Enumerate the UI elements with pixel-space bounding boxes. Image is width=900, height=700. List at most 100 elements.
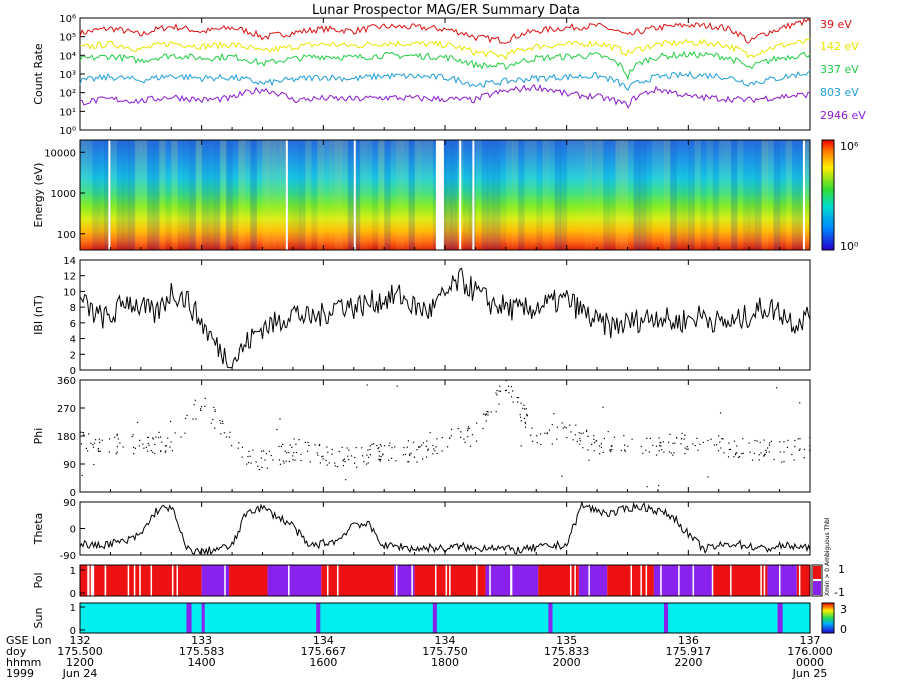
- phi-point: [799, 402, 801, 404]
- phi-point: [776, 387, 778, 389]
- phi-point: [319, 444, 321, 446]
- phi-point: [261, 466, 263, 468]
- phi-point: [720, 447, 722, 449]
- phi-point: [247, 455, 249, 458]
- phi-point: [683, 438, 685, 440]
- energy-spectrogram-column: [299, 140, 306, 250]
- phi-point: [133, 453, 135, 455]
- phi-point: [382, 454, 384, 456]
- phi-point: [551, 443, 553, 445]
- colorbar-top-label: 10⁶: [840, 140, 859, 153]
- phi-point: [546, 433, 548, 435]
- phi-point: [293, 452, 295, 454]
- phi-point: [610, 449, 612, 451]
- x-tick-doy: 175.917: [666, 645, 712, 658]
- phi-point: [760, 452, 762, 454]
- sun-shadow-segment: [201, 603, 205, 633]
- theta-ylabel: Theta: [32, 513, 45, 546]
- phi-point: [221, 420, 224, 422]
- energy-spectrogram-column: [572, 140, 580, 250]
- x-tick-hhmm: 1200: [66, 656, 94, 669]
- phi-point: [587, 435, 589, 437]
- phi-point: [783, 451, 785, 453]
- energy-spectrogram-column: [651, 140, 659, 250]
- theta-line: [79, 500, 811, 556]
- phi-point: [767, 447, 769, 449]
- phi-point: [799, 448, 801, 450]
- phi-point: [142, 443, 144, 445]
- phi-point: [434, 450, 436, 452]
- phi-point: [214, 410, 216, 413]
- polarity-colorbar-label-neg: -1: [834, 586, 845, 599]
- phi-point: [734, 454, 737, 456]
- phi-point: [270, 454, 272, 457]
- energy-spectrogram-column: [518, 140, 525, 250]
- energy-spectrogram-column: [280, 140, 288, 250]
- phi-point: [680, 443, 682, 445]
- phi-point: [93, 464, 95, 466]
- phi-point: [624, 444, 626, 446]
- phi-point: [516, 397, 518, 399]
- phi-point: [540, 433, 542, 435]
- phi-point: [449, 437, 451, 439]
- phi-point: [578, 432, 580, 434]
- energy-spectrogram-column: [250, 140, 257, 250]
- phi-point: [354, 462, 356, 464]
- phi-point: [791, 453, 793, 456]
- phi-point: [765, 449, 767, 451]
- phi-point: [526, 415, 528, 417]
- phi-point: [652, 444, 654, 446]
- phi-point: [300, 459, 302, 462]
- energy-spectrogram-column: [773, 140, 781, 250]
- phi-point: [396, 385, 398, 387]
- phi-point: [674, 442, 676, 444]
- phi-point: [419, 446, 421, 448]
- energy-spectrogram-column: [737, 140, 744, 250]
- phi-point: [427, 449, 429, 451]
- energy-spectrogram-column: [694, 140, 701, 250]
- polarity-gap: [476, 565, 478, 596]
- phi-point: [610, 445, 612, 447]
- phi-point: [150, 449, 152, 452]
- theta-ytick-label: 90: [63, 498, 76, 509]
- phi-point: [600, 443, 602, 445]
- phi-point: [603, 437, 605, 440]
- energy-spectrogram-column: [140, 140, 148, 250]
- phi-point: [327, 451, 329, 453]
- x-tick-doy: 175.583: [179, 645, 225, 658]
- phi-point: [136, 421, 139, 423]
- phi-point: [134, 447, 136, 449]
- phi-point: [463, 438, 465, 440]
- sun-frame: [79, 602, 811, 634]
- x-tick-hhmm: 2000: [553, 656, 581, 669]
- sun-shadow-segment: [432, 603, 437, 633]
- count-rate-ytick-label: 10⁰: [59, 126, 76, 137]
- energy-spectrogram-column: [524, 140, 531, 250]
- phi-point: [505, 389, 507, 391]
- polarity-gap: [798, 565, 801, 596]
- phi-point: [486, 413, 488, 415]
- phi-point: [402, 454, 405, 456]
- phi-point: [719, 441, 721, 443]
- polarity-segment: [104, 565, 202, 596]
- phi-point: [658, 450, 660, 452]
- phi-point: [673, 452, 675, 454]
- phi-point: [99, 450, 101, 452]
- x-tick-lon: 133: [191, 634, 212, 647]
- phi-point: [718, 435, 720, 437]
- phi-point: [736, 445, 738, 447]
- phi-point: [794, 439, 796, 442]
- phi-point: [157, 436, 160, 439]
- phi-point: [347, 455, 349, 457]
- phi-point: [702, 441, 704, 443]
- phi-point: [116, 451, 118, 453]
- phi-point: [464, 441, 466, 443]
- phi-point: [427, 448, 429, 450]
- energy-spectrogram-column: [189, 140, 197, 250]
- phi-point: [380, 458, 382, 460]
- energy-spectrogram-column: [645, 140, 653, 250]
- phi-point: [255, 461, 257, 463]
- phi-point: [377, 448, 379, 450]
- energy-spectrogram-ytick-label: 1000: [51, 189, 76, 200]
- phi-point: [773, 458, 775, 461]
